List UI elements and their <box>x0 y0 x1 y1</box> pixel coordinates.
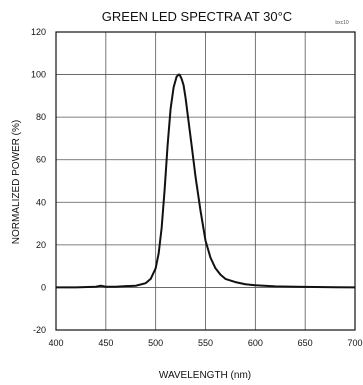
plot-border <box>55 31 356 331</box>
figure-code: bxc10 <box>335 20 349 26</box>
y-tick-label-120: 120 <box>31 27 46 37</box>
y-tick-label-100: 100 <box>31 70 46 80</box>
x-ticks: 400 450 500 550 600 650 700 <box>48 338 362 348</box>
x-tick-label-650: 650 <box>298 338 313 348</box>
series-line-0 <box>56 73 356 289</box>
y-tick-label-80: 80 <box>36 112 46 122</box>
x-axis-label: WAVELENGTH (nm) <box>159 370 251 381</box>
y-tick-label-20: 20 <box>36 240 46 250</box>
chart-title: GREEN LED SPECTRA AT 30°C <box>102 9 292 24</box>
y-tick-label--20: -20 <box>33 325 46 335</box>
x-tick-label-600: 600 <box>248 338 263 348</box>
y-tick-label-40: 40 <box>36 197 46 207</box>
series-layer <box>56 73 356 289</box>
x-tick-label-700: 700 <box>347 338 362 348</box>
x-tick-label-450: 450 <box>98 338 113 348</box>
y-tick-label-0: 0 <box>41 282 46 292</box>
plot-frame <box>55 31 356 331</box>
x-tick-label-500: 500 <box>148 338 163 348</box>
x-tick-label-550: 550 <box>198 338 213 348</box>
x-tick-label-400: 400 <box>48 338 63 348</box>
y-axis-label: NORMALIZED POWER (%) <box>11 120 22 244</box>
y-tick-label-60: 60 <box>36 155 46 165</box>
y-ticks: -20 0 20 40 60 80 100 120 <box>31 27 46 335</box>
